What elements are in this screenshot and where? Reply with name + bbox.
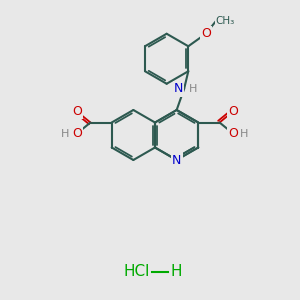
Text: O: O <box>201 27 211 40</box>
Text: H: H <box>240 129 249 139</box>
Text: H: H <box>61 129 70 139</box>
Text: O: O <box>228 105 238 118</box>
Text: CH₃: CH₃ <box>216 16 235 26</box>
Text: H: H <box>170 265 182 280</box>
Text: O: O <box>72 105 82 118</box>
Text: N: N <box>172 154 181 166</box>
Text: O: O <box>72 127 82 140</box>
Text: O: O <box>228 127 238 140</box>
Text: HCl: HCl <box>124 265 150 280</box>
Text: N: N <box>174 82 183 95</box>
Text: H: H <box>189 84 197 94</box>
